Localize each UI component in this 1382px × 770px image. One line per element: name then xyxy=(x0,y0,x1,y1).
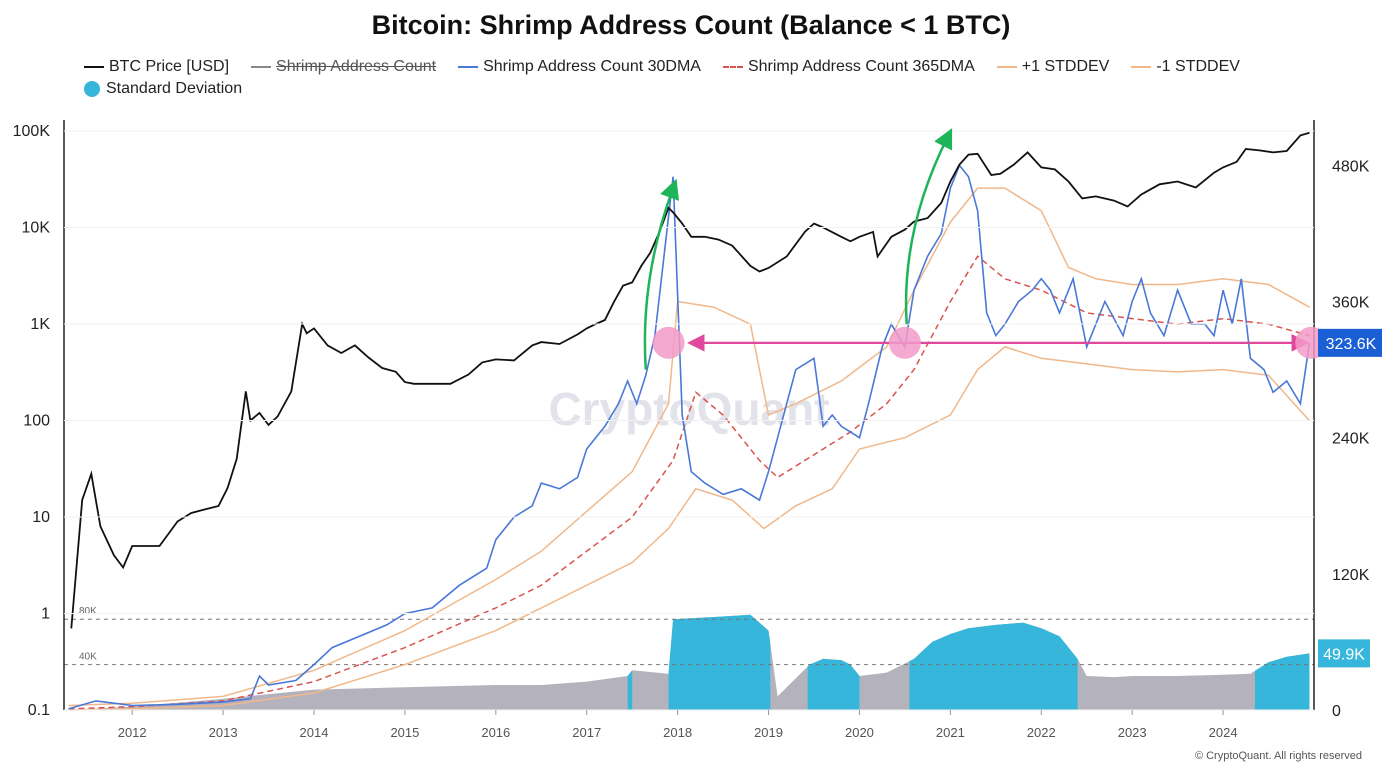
legend-item-plus-stddev[interactable]: +1 STDDEV xyxy=(996,58,1110,76)
x-tick-8: 2020 xyxy=(845,725,874,740)
x-tick-1: 2013 xyxy=(209,725,238,740)
legend-swatch-shrimp-count xyxy=(251,66,272,68)
x-tick-5: 2017 xyxy=(572,725,601,740)
legend-swatch-plus-stddev xyxy=(996,66,1017,68)
legend-label-shrimp-count: Shrimp Address Count xyxy=(276,58,437,75)
watermark-text: CryptoQuant xyxy=(548,383,829,435)
y-left-tick-6: 100K xyxy=(13,123,51,140)
legend-item-shrimp-count[interactable]: Shrimp Address Count xyxy=(251,58,436,76)
y-left-tick-3: 100 xyxy=(23,412,50,429)
legend-item-std-dev[interactable]: Standard Deviation xyxy=(84,80,242,98)
y-left-tick-0: 0.1 xyxy=(28,702,50,719)
std-highlight-area-4 xyxy=(1254,653,1310,710)
legend-item-dma365[interactable]: Shrimp Address Count 365DMA xyxy=(722,58,975,76)
x-tick-2: 2014 xyxy=(300,725,329,740)
legend-row-1: BTC Price [USD] Shrimp Address Count Shr… xyxy=(84,56,1364,78)
std-ref-label-0: 80K xyxy=(79,606,97,617)
btc-price-line xyxy=(70,131,1310,629)
current-value-label: 323.6K xyxy=(1326,336,1377,353)
legend-item-minus-stddev[interactable]: -1 STDDEV xyxy=(1131,58,1240,76)
legend-label-btc-price: BTC Price [USD] xyxy=(109,58,230,75)
legend-dot-std-dev xyxy=(84,81,100,97)
pink-level-marker-0 xyxy=(652,326,685,359)
x-tick-12: 2024 xyxy=(1209,725,1238,740)
x-tick-6: 2018 xyxy=(663,725,692,740)
pink-level-marker-1 xyxy=(888,326,921,359)
plus-stddev-line xyxy=(68,187,1310,707)
y-left-tick-4: 1K xyxy=(30,316,50,333)
legend-swatch-dma30 xyxy=(458,66,479,68)
y-left-tick-1: 1 xyxy=(41,605,50,622)
legend-item-btc-price[interactable]: BTC Price [USD] xyxy=(84,58,229,76)
dma365-line xyxy=(68,255,1310,710)
x-tick-3: 2015 xyxy=(390,725,419,740)
x-tick-7: 2019 xyxy=(754,725,783,740)
x-tick-4: 2016 xyxy=(481,725,510,740)
x-tick-0: 2012 xyxy=(118,725,147,740)
std-highlight-area-3 xyxy=(909,622,1078,710)
y-left-tick-5: 10K xyxy=(22,219,51,236)
legend-label-dma365: Shrimp Address Count 365DMA xyxy=(747,58,975,75)
x-tick-9: 2021 xyxy=(936,725,965,740)
legend-swatch-btc-price xyxy=(84,66,104,68)
green-arrow-0 xyxy=(643,178,680,370)
x-tick-11: 2023 xyxy=(1118,725,1147,740)
legend-label-std-dev: Standard Deviation xyxy=(106,80,243,97)
legend-swatch-minus-stddev xyxy=(1131,66,1152,68)
copyright-text: © CryptoQuant. All rights reserved xyxy=(1194,750,1362,762)
y-right-tick-3: 360K xyxy=(1332,295,1370,312)
green-arrow-1 xyxy=(904,128,953,325)
x-tick-10: 2022 xyxy=(1027,725,1056,740)
std-highlight-area-1 xyxy=(668,614,771,710)
chart-title: Bitcoin: Shrimp Address Count (Balance <… xyxy=(371,10,1011,40)
std-highlight-area-2 xyxy=(807,658,860,710)
y-right-tick-2: 240K xyxy=(1332,431,1370,448)
legend-label-minus-stddev: -1 STDDEV xyxy=(1156,58,1240,75)
y-left-tick-2: 10 xyxy=(32,509,50,526)
std-value-box xyxy=(1318,639,1370,668)
legend-swatch-dma365 xyxy=(722,66,743,68)
y-right-tick-0: 0 xyxy=(1332,703,1341,720)
std-value-label: 49.9K xyxy=(1323,646,1365,663)
legend-label-plus-stddev: +1 STDDEV xyxy=(1021,58,1110,75)
chart-legend: BTC Price [USD] Shrimp Address Count Shr… xyxy=(84,56,1364,100)
y-right-tick-1: 120K xyxy=(1332,567,1370,584)
std-ref-label-1: 40K xyxy=(79,652,97,663)
minus-stddev-line xyxy=(68,346,1311,711)
legend-label-dma30: Shrimp Address Count 30DMA xyxy=(483,58,701,75)
std-highlight-area-0 xyxy=(627,670,633,710)
legend-item-dma30[interactable]: Shrimp Address Count 30DMA xyxy=(458,58,701,76)
y-right-tick-4: 480K xyxy=(1332,158,1370,175)
current-value-box xyxy=(1318,328,1382,357)
legend-row-2: Standard Deviation xyxy=(84,78,1364,100)
